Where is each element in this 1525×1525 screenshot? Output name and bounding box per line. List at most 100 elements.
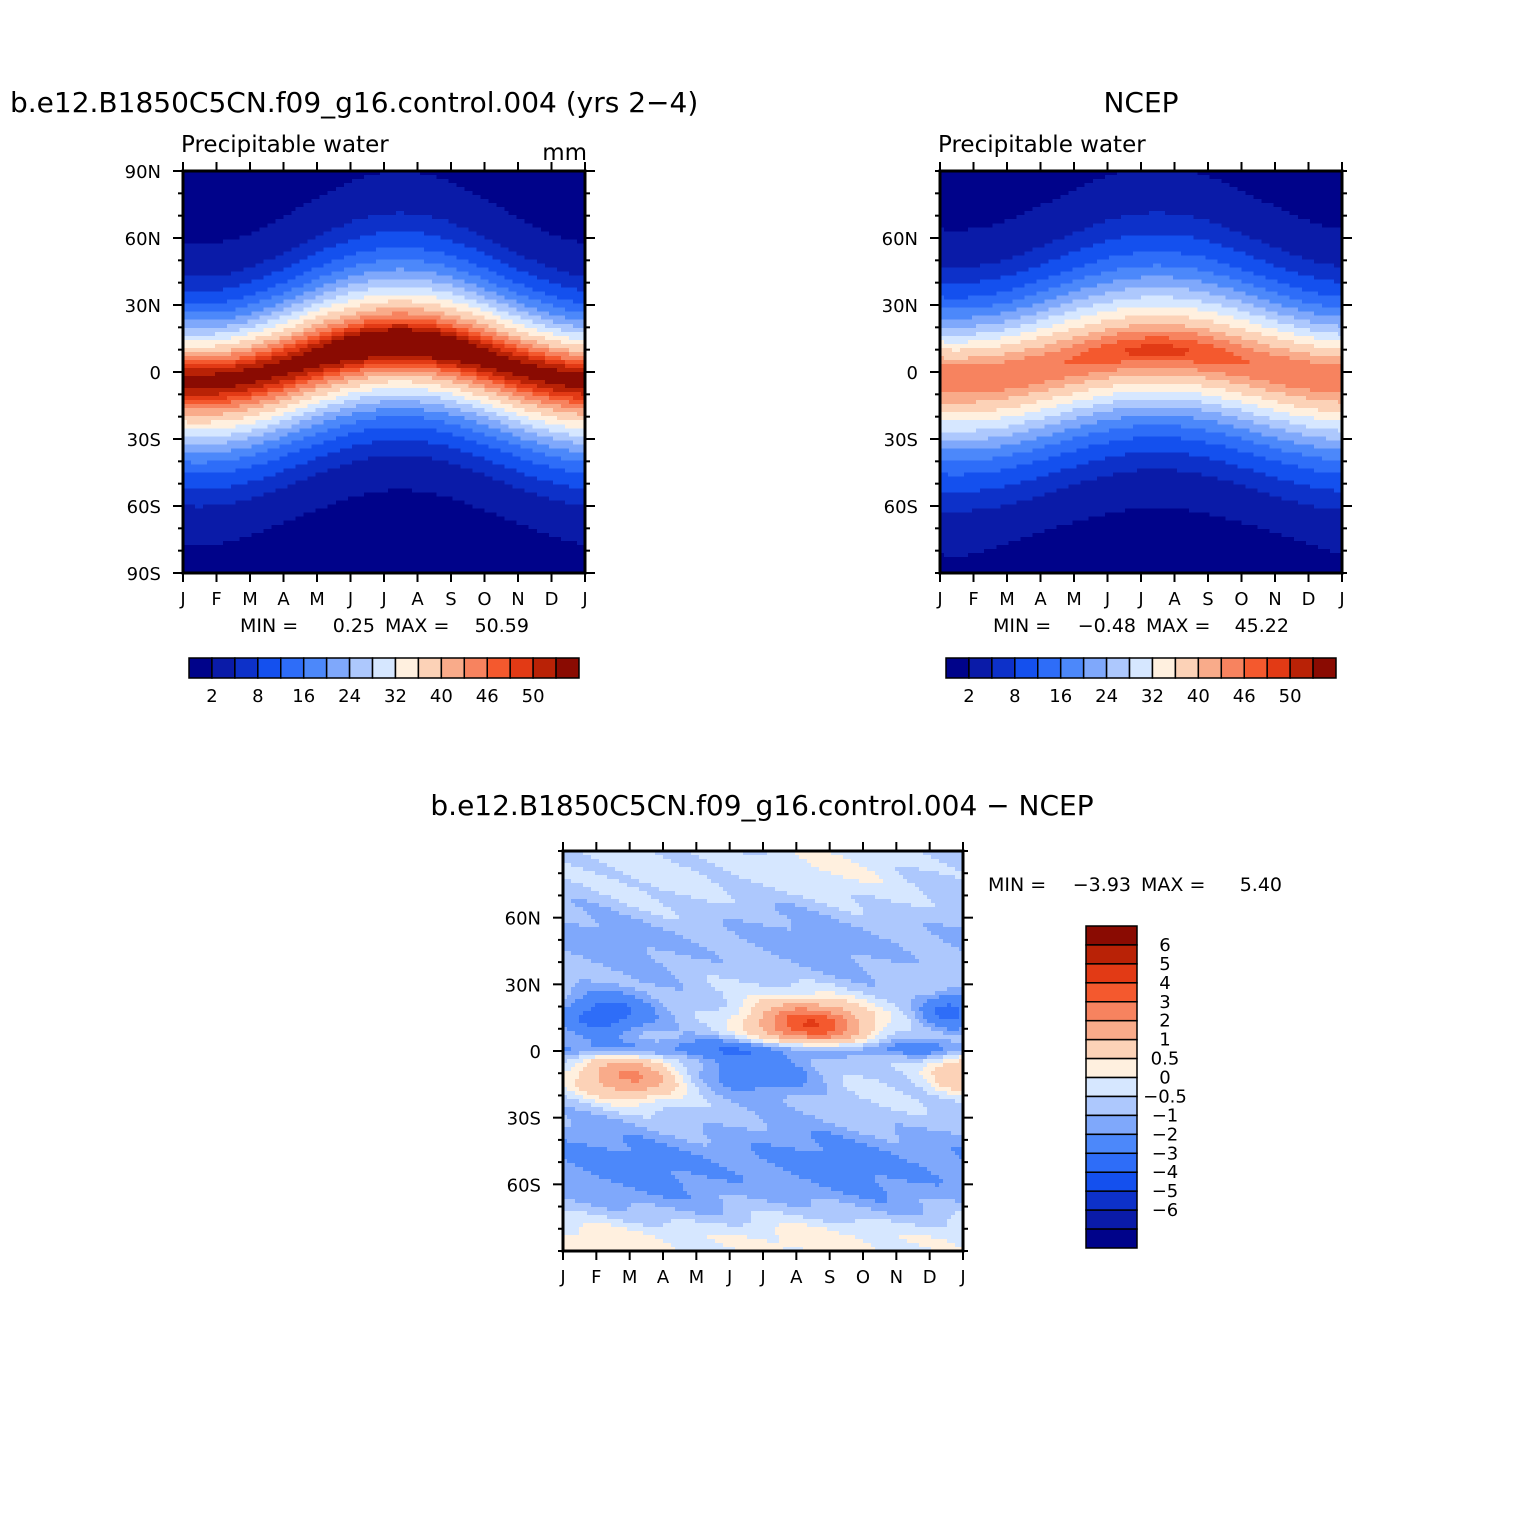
panel-model-max-value: 50.59 [475, 615, 529, 637]
panel-model-subtitle: Precipitable water [181, 132, 389, 158]
y-tick-label: 0 [150, 363, 161, 384]
colorbar-swatch [1059, 657, 1085, 679]
colorbar-label: 2 [1159, 1011, 1170, 1032]
colorbar-swatch [1085, 1095, 1138, 1117]
colorbar-swatch [1085, 1001, 1138, 1022]
x-tick-label: J [559, 1267, 565, 1288]
colorbar-swatch [1085, 1057, 1138, 1079]
x-tick-label: F [211, 589, 221, 610]
x-tick-label: J [179, 589, 185, 610]
colorbar-swatch [486, 657, 511, 679]
x-tick-label: F [968, 589, 978, 610]
y-tick-label: 30N [882, 296, 918, 317]
colorbar-label: −1 [1152, 1105, 1179, 1126]
colorbar-label: 46 [1233, 686, 1256, 707]
colorbar-swatch [394, 657, 420, 679]
colorbar-label: 0.5 [1151, 1049, 1180, 1070]
panel-model-max-label: MAX = [385, 615, 449, 637]
x-tick-label: M [999, 589, 1015, 610]
x-tick-label: S [1202, 589, 1213, 610]
y-tick-label: 60N [505, 909, 541, 930]
x-tick-label: J [726, 1267, 732, 1288]
x-tick-label: S [824, 1267, 835, 1288]
x-tick-label: J [380, 589, 386, 610]
colorbar-label: 4 [1159, 973, 1170, 994]
colorbar-label: 6 [1159, 935, 1170, 956]
x-tick-label: A [790, 1267, 803, 1288]
panel-difference: b.e12.B1850C5CN.f09_g16.control.004 − NC… [430, 789, 1282, 1288]
colorbar-swatch [1085, 1228, 1138, 1249]
x-tick-label: J [581, 589, 587, 610]
panel-difference-min-label: MIN = [988, 874, 1046, 896]
colorbar-label: 2 [963, 686, 974, 707]
x-tick-label: M [242, 589, 258, 610]
panel-ncep-colorbar: 2 8 16 24 32 40 46 50 [945, 657, 1337, 707]
panel-model-min-value: 0.25 [333, 615, 375, 637]
colorbar-label: 8 [252, 686, 263, 707]
colorbar-label: −3 [1152, 1143, 1179, 1164]
colorbar-label: 50 [522, 686, 545, 707]
panel-difference-min-value: −3.93 [1073, 874, 1131, 896]
colorbar-swatch [555, 657, 580, 679]
colorbar-swatch [1085, 982, 1138, 1003]
x-tick-label: J [1104, 589, 1110, 610]
colorbar-swatch [348, 657, 374, 679]
colorbar-swatch [1266, 657, 1291, 679]
colorbar-swatch [991, 657, 1016, 679]
y-tick-label: 30S [127, 430, 161, 451]
x-tick-label: S [445, 589, 456, 610]
colorbar-swatch [532, 657, 557, 679]
colorbar-swatch [257, 657, 282, 679]
y-tick-label: 30S [507, 1109, 541, 1130]
colorbar-swatch [1105, 657, 1131, 679]
colorbar-label: 50 [1279, 686, 1302, 707]
colorbar-swatch [463, 657, 488, 679]
colorbar-swatch [1312, 657, 1337, 679]
panel-ncep-subtitle: Precipitable water [938, 132, 1146, 158]
y-tick-label: 0 [907, 363, 918, 384]
x-tick-label: N [890, 1267, 903, 1288]
colorbar-swatch [325, 657, 351, 679]
colorbar-swatch [188, 657, 213, 679]
panel-ncep-contour [940, 171, 1342, 573]
colorbar-label: 16 [292, 686, 315, 707]
panel-ncep-min-value: −0.48 [1078, 615, 1136, 637]
colorbar-label: −6 [1152, 1200, 1179, 1221]
x-tick-label: J [1137, 589, 1143, 610]
x-tick-label: D [923, 1267, 937, 1288]
x-tick-label: J [936, 589, 942, 610]
y-tick-label: 60S [884, 497, 918, 518]
x-tick-label: A [1168, 589, 1181, 610]
panel-ncep-min-label: MIN = [993, 615, 1051, 637]
colorbar-swatch [945, 657, 970, 679]
colorbar-label: 8 [1009, 686, 1020, 707]
x-tick-label: D [545, 589, 559, 610]
panel-ncep-title: NCEP [1103, 86, 1178, 119]
colorbar-swatch [417, 657, 443, 679]
panel-difference-max-label: MAX = [1141, 874, 1205, 896]
panel-difference-contour [563, 851, 963, 1251]
colorbar-swatch [1220, 657, 1245, 679]
colorbar-swatch [1085, 1190, 1138, 1211]
y-tick-label: 30S [884, 430, 918, 451]
panel-ncep: NCEP Precipitable water J F M A M J J A S O N D J60N… [882, 86, 1352, 707]
panel-ncep-max-value: 45.22 [1235, 615, 1289, 637]
y-tick-label: 30N [505, 975, 541, 996]
colorbar-label: 16 [1049, 686, 1072, 707]
panel-difference-title: b.e12.B1850C5CN.f09_g16.control.004 − NC… [430, 789, 1093, 822]
x-tick-label: A [1034, 589, 1047, 610]
colorbar-swatch [302, 657, 328, 679]
x-tick-label: O [1234, 589, 1248, 610]
colorbar-swatch [1197, 657, 1223, 679]
colorbar-label: −0.5 [1143, 1086, 1187, 1107]
colorbar-label: −4 [1152, 1162, 1179, 1183]
x-tick-label: D [1302, 589, 1316, 610]
colorbar-swatch [1082, 657, 1108, 679]
colorbar-swatch [1085, 1076, 1138, 1098]
panel-model-colorbar: 2 8 16 24 32 40 46 50 [188, 657, 580, 707]
x-tick-label: O [477, 589, 491, 610]
colorbar-swatch [1085, 1038, 1138, 1060]
colorbar-swatch [1289, 657, 1314, 679]
